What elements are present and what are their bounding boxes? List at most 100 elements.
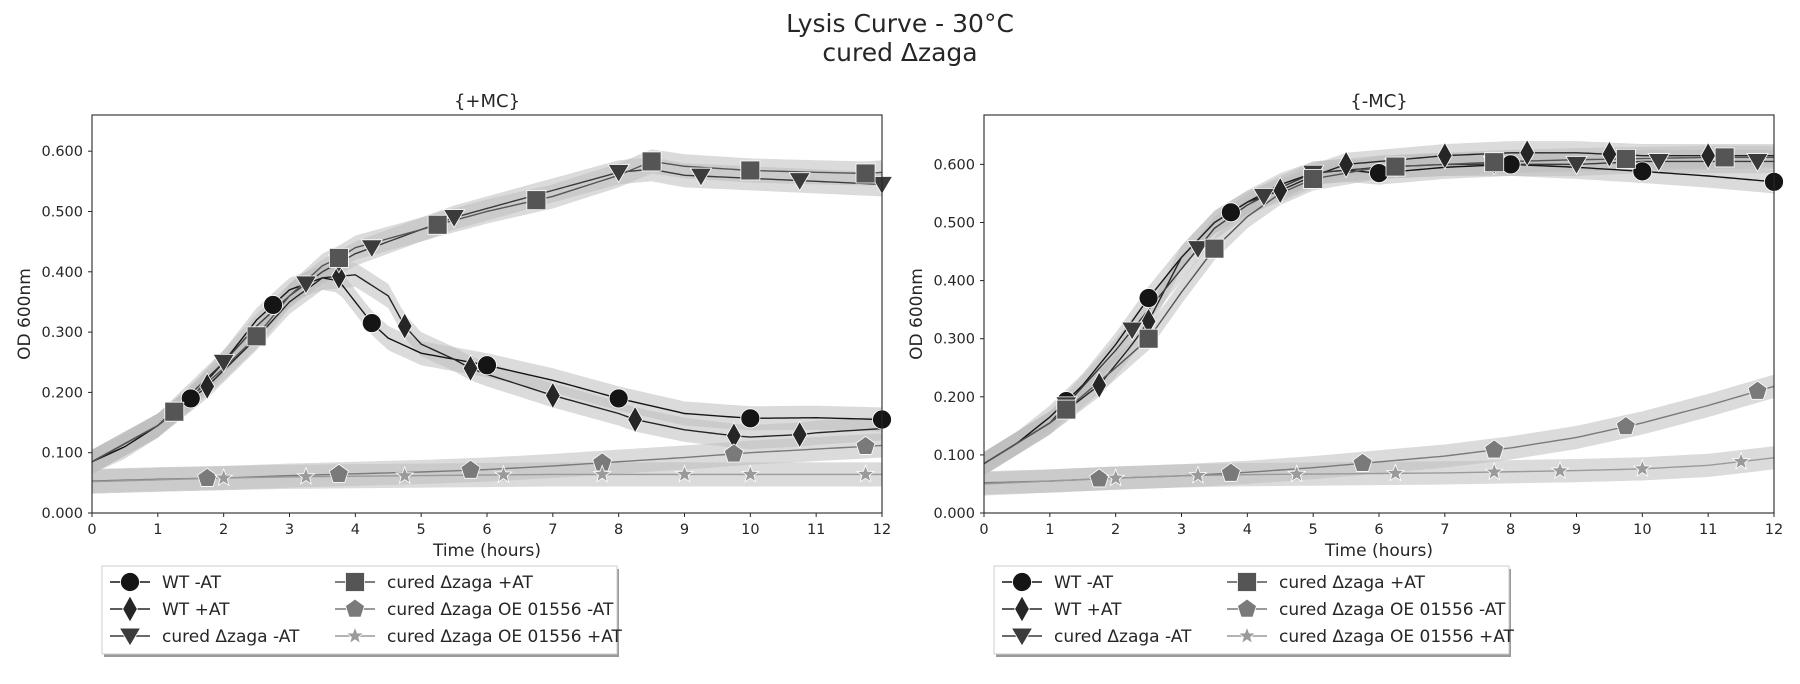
point-wt-at	[361, 313, 382, 333]
y-tick-label: 0.100	[41, 446, 83, 462]
point-wt-plusat	[1519, 138, 1535, 167]
point-cured-deltazaga-at	[360, 239, 383, 259]
point-wt-plusat	[545, 381, 561, 410]
legend-marker-cured-deltazaga-at	[118, 627, 142, 647]
point-cured-deltazaga-oe-01556-plusat	[296, 466, 316, 485]
y-tick-label: 0.300	[41, 325, 83, 341]
band-cured-deltazaga-oe-01556-plusat	[984, 446, 1774, 496]
legend-marker-cured-deltazaga-plusat	[345, 572, 365, 592]
x-tick-label: 8	[1506, 522, 1515, 538]
x-tick-label: 3	[1177, 522, 1186, 538]
point-cured-deltazaga-oe-01556-at	[197, 467, 218, 487]
figure-title-line2: cured Δzaga	[822, 38, 977, 67]
point-cured-deltazaga-oe-01556-at	[1615, 416, 1636, 436]
legend-marker-cured-deltazaga-plusat	[1237, 572, 1257, 592]
point-cured-deltazaga-at	[212, 353, 235, 374]
y-tick-label: 0.400	[41, 265, 83, 281]
point-cured-deltazaga-oe-01556-plusat	[1550, 460, 1570, 480]
y-tick-label: 0.600	[933, 157, 975, 173]
point-cured-deltazaga-at	[1186, 240, 1210, 260]
legend-label: WT -AT	[1054, 573, 1114, 593]
y-tick-label: 0.200	[933, 390, 975, 406]
x-tick-label: 3	[285, 522, 294, 538]
point-wt-at	[1220, 202, 1241, 223]
point-cured-deltazaga-plusat	[641, 151, 662, 172]
point-cured-deltazaga-oe-01556-plusat	[1632, 458, 1652, 478]
x-tick-label: 6	[1374, 522, 1383, 538]
x-tick-label: 4	[351, 522, 360, 538]
panel-title: {+MC}	[454, 91, 520, 112]
point-cured-deltazaga-oe-01556-at	[723, 443, 744, 463]
point-wt-plusat	[791, 420, 808, 449]
point-wt-plusat	[396, 312, 413, 341]
point-cured-deltazaga-at	[1746, 153, 1769, 173]
x-tick-label: 4	[1243, 522, 1252, 538]
point-cured-deltazaga-oe-01556-at	[1089, 468, 1110, 488]
x-tick-label: 9	[680, 522, 689, 538]
y-axis-label: OD 600nm	[15, 268, 35, 360]
point-cured-deltazaga-oe-01556-plusat	[740, 464, 760, 483]
x-tick-label: 7	[1440, 522, 1449, 538]
panel-title: {-MC}	[1350, 91, 1408, 112]
legend-label: cured Δzaga +AT	[1279, 573, 1426, 593]
point-wt-plusat	[1338, 150, 1354, 179]
point-cured-deltazaga-at	[442, 209, 466, 229]
point-cured-deltazaga-oe-01556-plusat	[1106, 467, 1126, 487]
point-cured-deltazaga-plusat	[740, 160, 761, 181]
point-cured-deltazaga-plusat	[855, 163, 876, 184]
point-cured-deltazaga-at	[689, 167, 713, 187]
point-wt-plusat	[1437, 141, 1453, 170]
x-tick-label: 5	[1309, 522, 1318, 538]
point-wt-plusat	[462, 354, 479, 383]
point-cured-deltazaga-at	[1647, 153, 1670, 173]
x-tick-label: 5	[417, 522, 426, 538]
point-wt-plusat	[1700, 141, 1716, 170]
point-cured-deltazaga-oe-01556-plusat	[592, 464, 612, 483]
x-tick-label: 1	[153, 522, 162, 538]
point-wt-plusat	[627, 405, 643, 434]
point-cured-deltazaga-plusat	[1204, 238, 1225, 259]
x-tick-label: 11	[1699, 522, 1717, 538]
legend-plus-mc: WT -AT WT +AT cured Δzaga -AT cured Δzaga +…	[101, 565, 623, 657]
x-tick-label: 9	[1572, 522, 1581, 538]
legend-label: cured Δzaga OE 01556 -AT	[1279, 600, 1506, 620]
legend-marker-wt-plusat	[122, 595, 138, 623]
markers	[164, 151, 894, 487]
point-cured-deltazaga-oe-01556-at	[460, 459, 481, 479]
legend-label: WT +AT	[162, 600, 230, 620]
point-cured-deltazaga-plusat	[328, 248, 349, 268]
legend-label: cured Δzaga OE 01556 -AT	[387, 600, 614, 620]
point-cured-deltazaga-at	[788, 172, 811, 192]
y-tick-label: 0.500	[41, 204, 83, 220]
legend-label: WT -AT	[162, 573, 222, 593]
x-tick-label: 8	[614, 522, 623, 538]
legend-label: cured Δzaga +AT	[387, 573, 534, 593]
point-cured-deltazaga-at	[607, 164, 630, 184]
x-tick-label: 10	[741, 522, 759, 538]
point-cured-deltazaga-oe-01556-plusat	[493, 464, 514, 484]
point-wt-at	[608, 388, 629, 409]
x-tick-label: 10	[1633, 522, 1651, 538]
point-cured-deltazaga-oe-01556-at	[855, 435, 876, 455]
point-cured-deltazaga-plusat	[1714, 147, 1735, 168]
point-cured-deltazaga-oe-01556-plusat	[1287, 464, 1307, 483]
point-wt-at	[263, 295, 283, 315]
x-tick-label: 11	[807, 522, 825, 538]
point-cured-deltazaga-oe-01556-plusat	[1731, 451, 1751, 470]
x-tick-label: 12	[873, 522, 891, 538]
point-wt-plusat	[1091, 371, 1108, 400]
point-cured-deltazaga-plusat	[1615, 148, 1636, 169]
point-wt-at	[740, 408, 761, 429]
point-wt-at	[1138, 288, 1159, 308]
y-tick-label: 0.300	[933, 332, 975, 348]
point-cured-deltazaga-at	[1120, 321, 1144, 341]
legend-marker-cured-deltazaga-oe-01556-plusat	[345, 625, 365, 645]
point-wt-at	[1632, 161, 1653, 182]
point-cured-deltazaga-oe-01556-plusat	[1385, 463, 1406, 482]
x-tick-label: 7	[548, 522, 557, 538]
point-wt-at	[477, 355, 497, 376]
legend-label: WT +AT	[1054, 600, 1122, 620]
point-cured-deltazaga-plusat	[1303, 169, 1324, 189]
y-tick-label: 0.100	[933, 448, 975, 464]
